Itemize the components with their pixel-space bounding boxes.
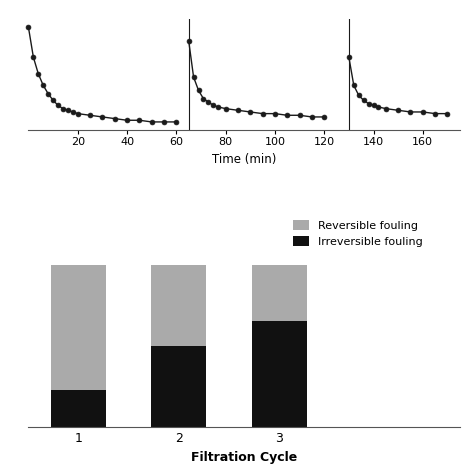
Bar bbox=[51, 390, 106, 427]
X-axis label: Filtration Cycle: Filtration Cycle bbox=[191, 451, 297, 464]
Bar bbox=[252, 321, 307, 427]
Bar bbox=[252, 265, 307, 321]
Bar bbox=[151, 346, 207, 427]
Legend: Reversible fouling, Irreversible fouling: Reversible fouling, Irreversible fouling bbox=[293, 220, 423, 247]
Bar bbox=[151, 265, 207, 346]
X-axis label: Time (min): Time (min) bbox=[212, 153, 276, 166]
Bar bbox=[51, 265, 106, 390]
